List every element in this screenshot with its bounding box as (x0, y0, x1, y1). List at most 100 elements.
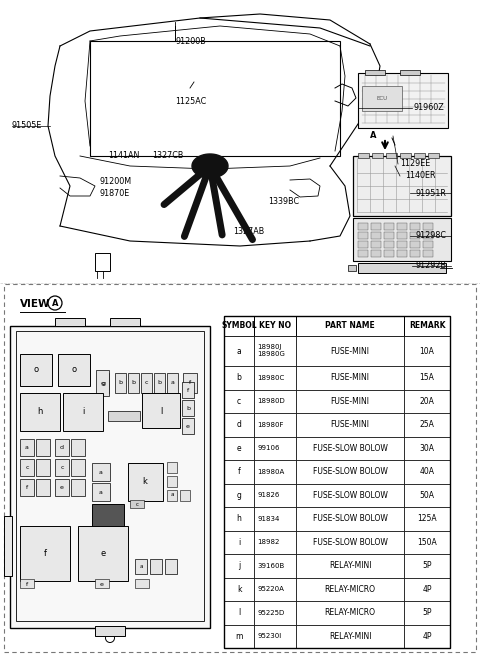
Text: b: b (237, 373, 241, 382)
Bar (404, 390, 450, 413)
Bar (58, 354, 90, 386)
Bar (92, 463, 110, 481)
Bar (36, 459, 50, 476)
Text: o: o (34, 365, 38, 375)
Text: j: j (238, 562, 240, 570)
Bar (183, 373, 197, 393)
Text: 1141AN: 1141AN (108, 152, 139, 161)
Bar (92, 483, 110, 501)
Text: k: k (143, 478, 147, 487)
Bar (154, 373, 165, 393)
Text: 91292B: 91292B (415, 262, 446, 270)
Text: 25A: 25A (420, 420, 434, 429)
Text: KEY NO: KEY NO (259, 321, 291, 331)
Text: 91200M: 91200M (100, 176, 132, 186)
Bar (0, 0, 480, 281)
Text: 1129EE: 1129EE (400, 159, 430, 169)
Bar (296, 507, 404, 531)
Text: f: f (26, 581, 28, 586)
Text: RELAY-MINI: RELAY-MINI (329, 632, 371, 641)
Text: a: a (99, 470, 103, 474)
Text: 125A: 125A (417, 514, 437, 523)
Bar (115, 373, 126, 393)
Bar (90, 41, 340, 156)
Bar (71, 459, 85, 476)
Bar (397, 250, 407, 257)
Text: a: a (237, 346, 241, 356)
Bar (371, 223, 381, 230)
Bar (296, 531, 404, 554)
Bar (108, 411, 140, 421)
Bar (20, 354, 52, 386)
Bar (95, 579, 109, 588)
Text: 5P: 5P (422, 608, 432, 617)
Text: A: A (370, 131, 376, 140)
Bar (128, 463, 163, 501)
Polygon shape (192, 154, 228, 178)
Text: 39160B: 39160B (257, 563, 284, 569)
Circle shape (360, 120, 366, 126)
Bar (400, 153, 411, 158)
Bar (142, 393, 180, 428)
Text: 20A: 20A (420, 397, 434, 406)
Text: 91505E: 91505E (12, 121, 42, 131)
Bar (254, 531, 296, 554)
Text: 18980A: 18980A (257, 469, 284, 475)
Text: 1327AB: 1327AB (233, 228, 264, 237)
Text: c: c (135, 501, 139, 506)
Bar (95, 626, 125, 636)
Bar (400, 70, 420, 75)
Text: 1140ER: 1140ER (405, 171, 435, 180)
Text: b: b (157, 380, 161, 386)
Text: FUSE-SLOW BOLOW: FUSE-SLOW BOLOW (312, 514, 387, 523)
Bar (404, 436, 450, 460)
Bar (224, 390, 254, 413)
Bar (182, 382, 194, 398)
Text: o: o (72, 365, 77, 375)
Bar (365, 70, 385, 75)
Text: FUSE-MINI: FUSE-MINI (331, 420, 370, 429)
Text: b: b (132, 380, 135, 386)
Text: h: h (237, 514, 241, 523)
Text: RELAY-MICRO: RELAY-MICRO (324, 608, 375, 617)
Text: e: e (186, 424, 190, 428)
Bar (224, 483, 254, 507)
Bar (254, 413, 296, 436)
Bar (358, 153, 369, 158)
Text: 91298C: 91298C (415, 232, 446, 241)
Bar (110, 318, 140, 326)
Text: f: f (44, 550, 47, 558)
Bar (404, 460, 450, 483)
Bar (296, 577, 404, 601)
Text: l: l (238, 608, 240, 617)
Bar (404, 554, 450, 577)
Bar (254, 507, 296, 531)
Bar (397, 232, 407, 239)
Text: d: d (237, 420, 241, 429)
Text: f: f (187, 388, 189, 392)
Bar (404, 413, 450, 436)
Bar (296, 554, 404, 577)
Bar (128, 373, 139, 393)
Bar (348, 265, 356, 271)
Bar (358, 241, 368, 248)
Text: e: e (100, 581, 104, 586)
Bar (224, 316, 450, 648)
Bar (404, 336, 450, 366)
Text: c: c (145, 380, 148, 386)
Bar (36, 439, 50, 456)
Bar (384, 223, 394, 230)
Text: c: c (25, 465, 29, 470)
Bar (224, 507, 254, 531)
Bar (410, 232, 420, 239)
Bar (95, 253, 110, 271)
Bar (296, 601, 404, 625)
Text: 91834: 91834 (257, 516, 279, 522)
Bar (358, 73, 448, 128)
Bar (371, 241, 381, 248)
Bar (404, 316, 450, 336)
Text: FUSE-MINI: FUSE-MINI (331, 373, 370, 382)
Text: 18980C: 18980C (257, 375, 284, 380)
Bar (71, 439, 85, 456)
Text: 1327CB: 1327CB (152, 152, 183, 161)
